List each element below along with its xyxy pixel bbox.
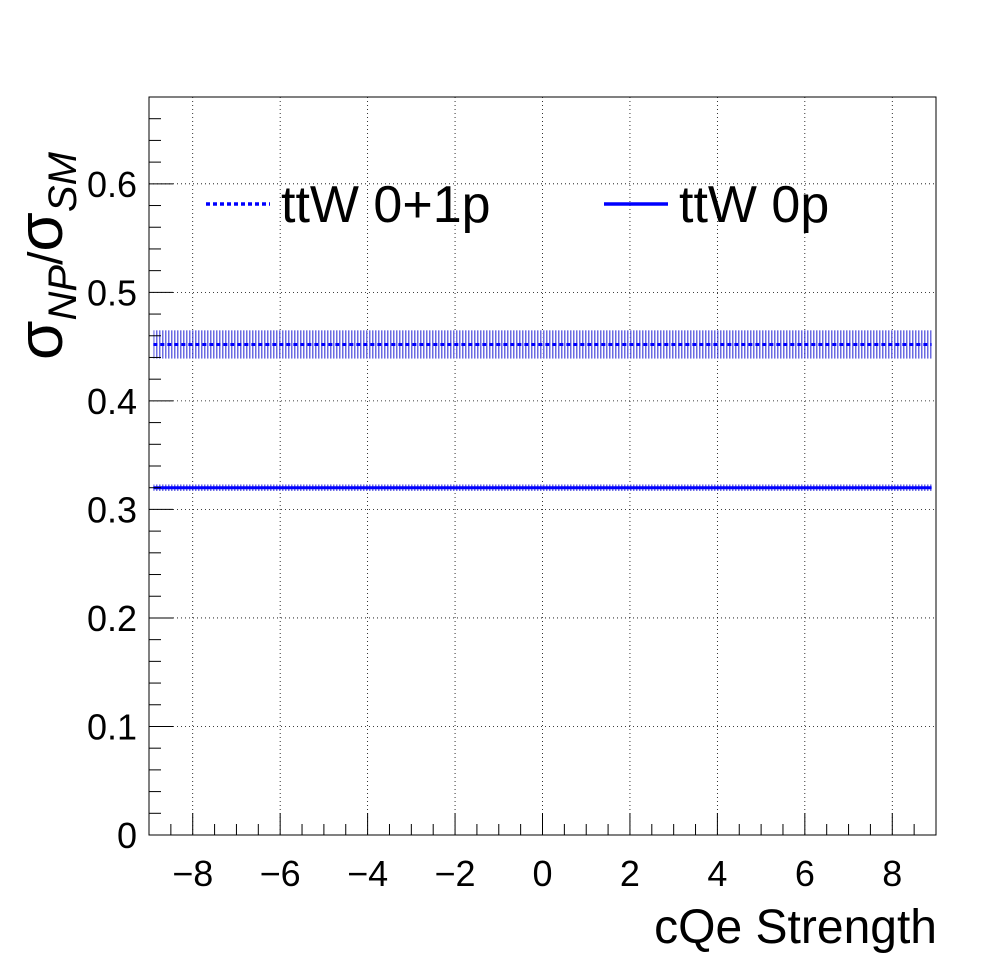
x-tick-label: −8 — [172, 853, 213, 894]
y-axis-label-slash: / — [20, 251, 73, 265]
x-tick-label: 0 — [532, 853, 552, 894]
x-tick-labels: −8 −6 −4 −2 0 2 4 6 8 — [172, 853, 902, 894]
axis-ticks — [149, 96, 915, 836]
y-tick-label: 0.5 — [87, 272, 137, 313]
y-tick-label: 0.6 — [87, 164, 137, 205]
x-tick-label: 2 — [620, 853, 640, 894]
x-axis-label: cQe Strength — [654, 901, 937, 954]
legend-label: ttW 0p — [679, 176, 829, 234]
y-tick-label: 0.4 — [87, 381, 137, 422]
x-tick-label: 4 — [707, 853, 727, 894]
uncertainty-bands — [153, 330, 932, 491]
legend-label: ttW 0+1p — [281, 176, 491, 234]
y-tick-labels: 0 0.1 0.2 0.3 0.4 0.5 0.6 — [87, 164, 137, 856]
x-tick-label: 8 — [882, 853, 902, 894]
x-tick-label: −2 — [435, 853, 476, 894]
x-tick-label: 6 — [795, 853, 815, 894]
x-tick-label: −4 — [347, 853, 388, 894]
y-axis-label-sigma-2: σ — [4, 212, 76, 252]
y-tick-label: 0.2 — [87, 598, 137, 639]
series-lines — [153, 342, 932, 490]
y-tick-label: 0.1 — [87, 706, 137, 747]
x-tick-label: −6 — [260, 853, 301, 894]
y-axis-label-sub-sm: SM — [41, 151, 85, 212]
y-tick-label: 0.3 — [87, 489, 137, 530]
y-axis-label-sub-np: NP — [41, 265, 85, 321]
y-tick-label: 0 — [117, 815, 137, 856]
legend: ttW 0+1p ttW 0p — [206, 176, 829, 234]
y-axis-label: σNP/σSM — [4, 151, 85, 360]
grid-lines — [149, 97, 936, 835]
y-axis-label-sigma: σ — [4, 321, 76, 361]
